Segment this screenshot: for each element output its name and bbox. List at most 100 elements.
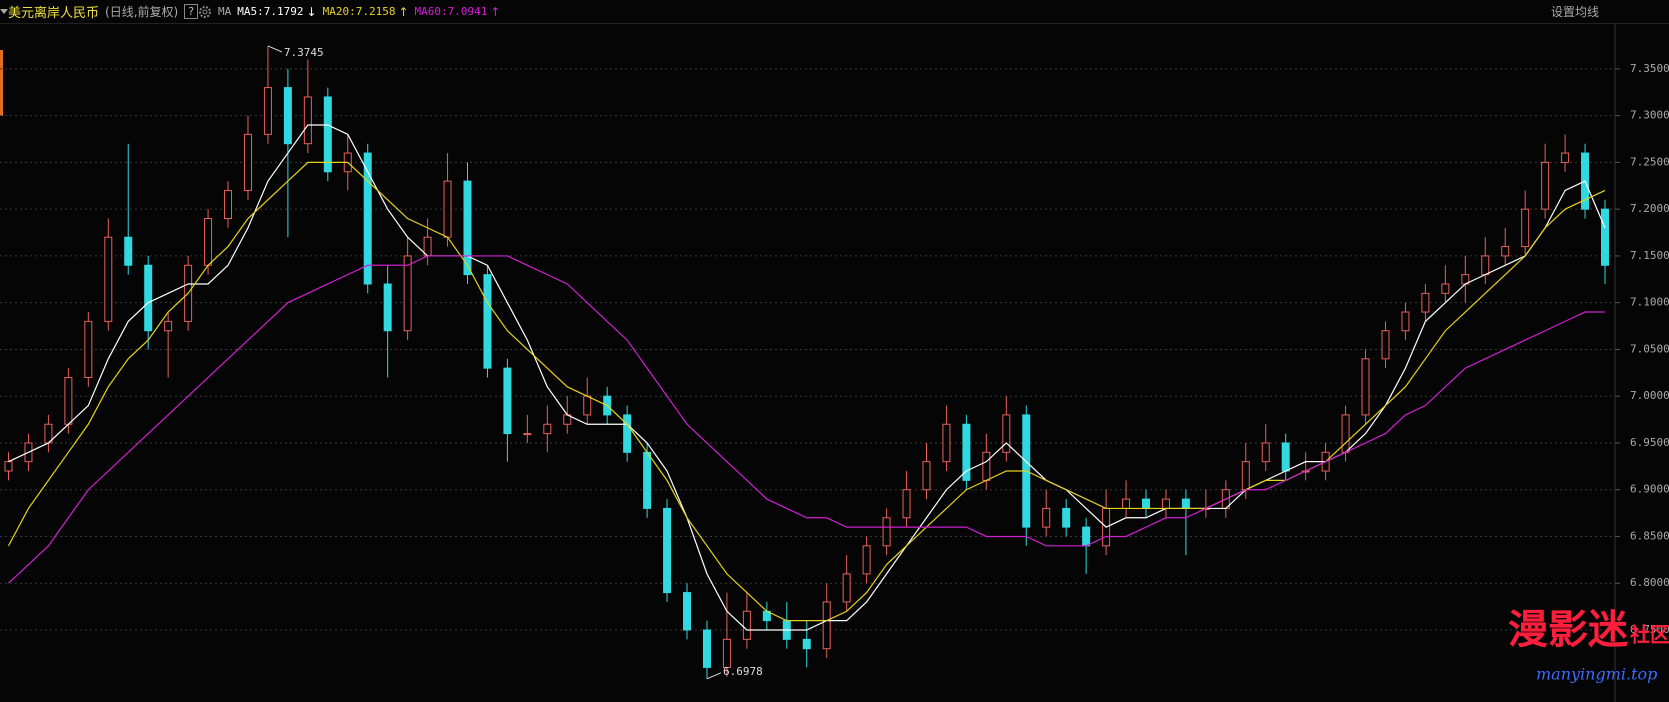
candle-body [922,461,931,491]
candle-body [982,451,991,481]
candle-body [742,610,751,640]
candle-body [1062,507,1071,528]
candle-body [663,507,672,594]
candle-body [483,274,492,369]
toolbar: 美元离岸人民币 (日线,前复权) ? MA MA5:7.1792 ↓ MA20:7.… [0,0,1669,24]
candle-body [503,367,512,435]
legend: MA5:7.1792 ↓ MA20:7.2158 ↑ MA60:7.0941 ↑ [231,5,500,19]
candle-body [1082,526,1091,547]
candle-body [1042,507,1051,528]
candle-body [1341,414,1350,453]
watermark-brand: 漫影迷 [1508,606,1629,653]
y-tick-label: 6.8500 [1630,529,1669,542]
help-button[interactable]: ? [184,4,199,19]
candle-body [1381,330,1390,360]
candle-body [722,638,731,668]
candle-body [1161,498,1170,509]
y-tick-label: 6.7500 [1630,623,1669,636]
candle-body [1122,498,1131,509]
trend-arrow: ↑ [490,4,501,19]
candle-body [283,87,292,145]
y-tick-label: 7.0500 [1630,342,1669,355]
candle-body [1481,255,1490,276]
annotation-arrow [706,672,722,680]
candle-body [1561,152,1570,163]
dropdown-icon[interactable] [0,9,8,15]
candle-body [882,517,891,547]
edge-marker [0,50,3,116]
indicator-name: MA [218,5,232,18]
candle-body [1361,358,1370,416]
watermark-suffix: 社区 [1629,623,1669,647]
legend-entry: MA20:7.2158 [322,4,396,18]
y-tick-label: 7.3500 [1630,62,1669,75]
min-label: 6.6978 [723,665,763,678]
period: (日线,前复权) [105,5,179,19]
candle-body [1002,414,1011,453]
candle-body [164,320,173,332]
y-tick-label: 7.2500 [1630,155,1669,168]
candle-body [1521,208,1530,248]
candle-body [1181,498,1190,509]
candle-body [443,180,452,238]
candle-body [1421,292,1430,313]
y-tick-label: 7.0000 [1630,389,1669,402]
candle-body [263,87,272,135]
watermark-url: manyingmi.top [1536,665,1657,684]
candle-body [104,236,113,322]
chart: 6.7500 6.8000 6.8500 6.9000 6.9500 7.0000 7.05… [0,24,1669,702]
candle-body [543,423,552,435]
candle-body [1241,461,1250,491]
candle-body [862,545,871,575]
candle-body [124,236,133,266]
candle-body [403,255,412,332]
candle-body [1541,161,1550,210]
annotation-arrow [267,45,283,53]
candle-body [243,133,252,191]
candle-body [1261,442,1270,463]
candle-body [1281,442,1290,472]
y-tick-label: 7.1500 [1630,249,1669,262]
candle-body [802,638,811,650]
ma-line [8,255,1605,584]
y-tick-label: 7.1000 [1630,296,1669,309]
candle-body [64,376,73,425]
candle-body [323,96,332,173]
candle-body [224,189,233,220]
plot-background [0,24,1669,702]
candle-body [1501,246,1510,257]
candle-body [363,152,372,285]
candle-body [962,423,971,481]
y-tick-label: 6.9000 [1630,483,1669,496]
candle-body [144,264,153,332]
candle-body [643,451,652,509]
candle-body [583,395,592,416]
candle-body [463,180,472,276]
candle-body [702,629,711,668]
candle-body [902,489,911,519]
candle-body [4,461,13,472]
candle-body [683,592,692,631]
y-tick-label: 7.3000 [1630,109,1669,122]
candle-body [842,573,851,603]
candle-body [84,320,93,378]
candle-body [523,433,532,436]
candle-body [303,96,312,145]
gear-icon[interactable] [198,5,212,19]
instrument-title: 美元离岸人民币 [8,6,100,21]
candle-body [1601,208,1609,266]
trend-arrow: ↑ [398,4,409,19]
candle-body [204,218,213,266]
trend-arrow: ↓ [306,4,317,19]
candle-body [383,283,392,332]
legend-entry: MA5:7.1792 [237,4,304,18]
candle-body [822,601,831,650]
candle-body [623,414,632,453]
settings-button[interactable]: 设置均线 [1550,5,1599,19]
candle-body [1142,498,1151,509]
candle-body [1401,311,1410,332]
candle-body [942,423,951,463]
candle-body [1441,283,1450,294]
y-tick-label: 6.8000 [1630,576,1669,589]
